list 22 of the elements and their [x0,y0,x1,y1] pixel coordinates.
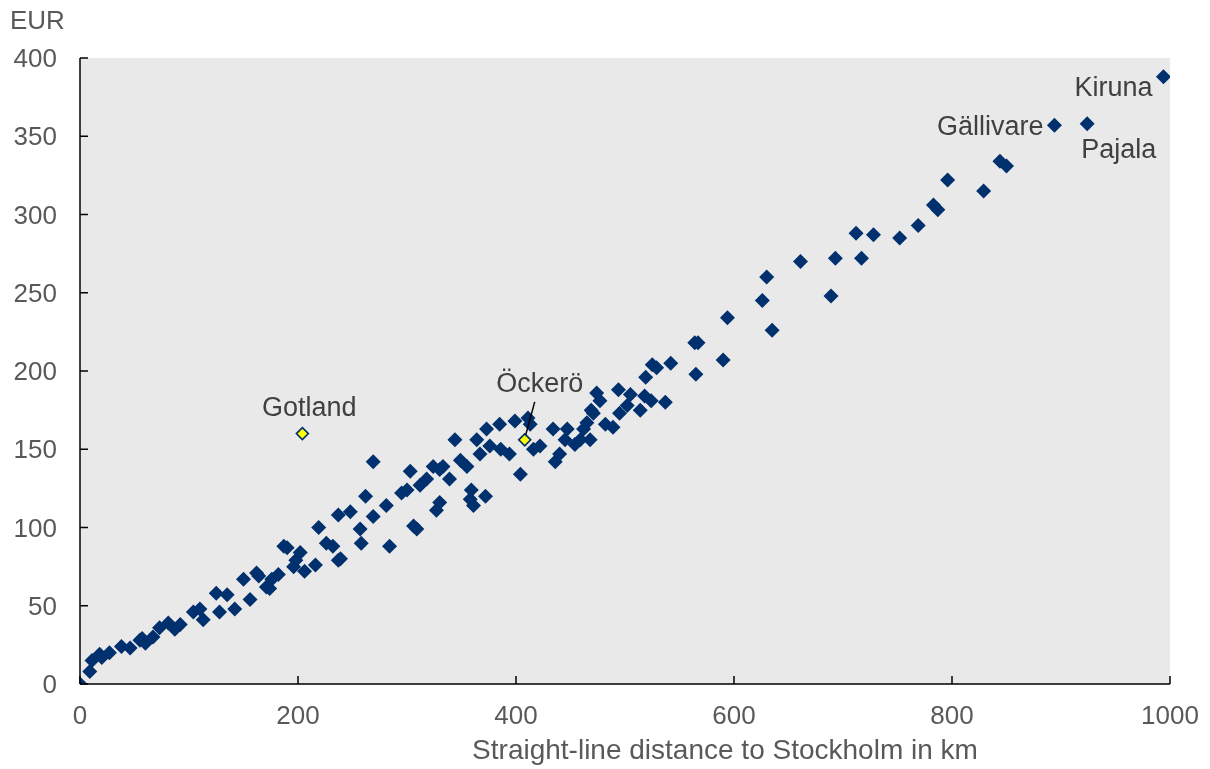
annotation: Gotland [262,392,357,423]
annotation: Gällivare [936,110,1044,141]
y-axis-title: EUR [10,5,65,36]
y-tick-label: 0 [42,669,57,700]
x-tick-label: 800 [930,700,974,731]
annotation: Pajala [1081,134,1158,165]
y-tick-label: 400 [13,43,57,74]
y-tick-label: 150 [13,434,57,465]
x-tick-label: 600 [712,700,756,731]
y-tick-label: 100 [13,512,57,543]
y-tick-label: 250 [13,277,57,308]
x-tick-label: 1000 [1141,700,1199,731]
x-tick-label: 0 [72,700,88,731]
annotation: Öckerö [496,368,584,399]
y-tick-label: 200 [13,356,57,387]
y-tick-label: 50 [28,590,57,621]
annotation: Kiruna [1074,72,1154,103]
y-tick-label: 350 [13,121,57,152]
x-tick-label: 200 [276,700,320,731]
y-tick-label: 300 [13,199,57,230]
x-tick-label: 400 [494,700,538,731]
x-axis-title: Straight-line distance to Stockholm in km [471,734,979,767]
